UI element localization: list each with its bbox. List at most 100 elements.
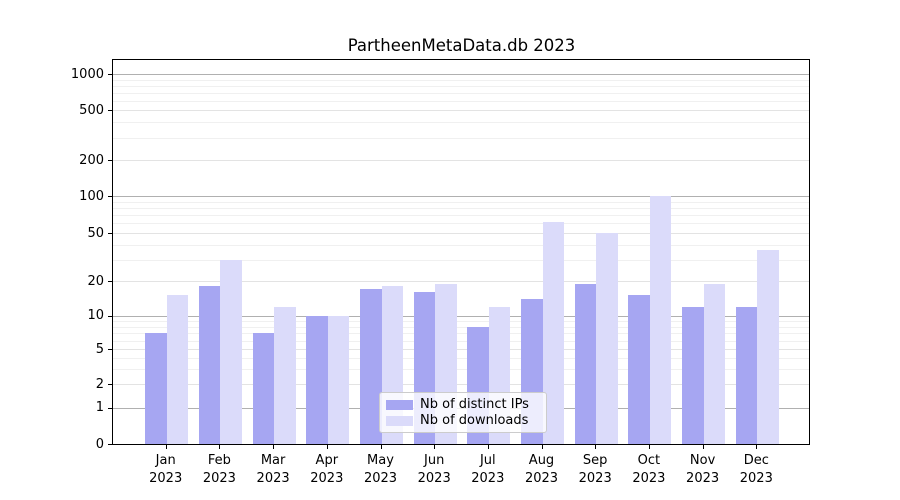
- gridline: [113, 207, 809, 209]
- x-axis-tick-mark: [487, 445, 489, 449]
- x-label-month: Jun: [424, 453, 445, 468]
- x-label-month: Jan: [155, 453, 176, 468]
- legend-label-downloads: Nb of downloads: [420, 413, 529, 428]
- gridline: [113, 326, 809, 328]
- gridline: [113, 79, 809, 81]
- y-axis-tick-label: 500: [79, 102, 104, 118]
- y-axis-tick-mark: [108, 160, 112, 161]
- bar-distinct-ips: [735, 306, 758, 445]
- gridline: [113, 320, 809, 322]
- y-axis-tick-label: 200: [79, 152, 104, 168]
- y-axis-tick-label: 1000: [70, 66, 104, 82]
- bar-downloads: [649, 195, 672, 445]
- x-axis-tick-mark: [326, 445, 328, 449]
- y-axis-tick-mark: [108, 407, 112, 409]
- y-axis-tick-mark: [108, 233, 112, 234]
- bar-distinct-ips: [145, 333, 167, 445]
- legend-swatch-distinct-ips: [386, 399, 413, 410]
- bar-downloads: [166, 295, 189, 445]
- gridline: [113, 74, 809, 75]
- x-label-month: Aug: [528, 453, 555, 468]
- gridline: [113, 259, 809, 261]
- x-axis-tick-label: May 2023: [349, 452, 413, 487]
- x-axis-tick-label: Oct 2023: [617, 452, 681, 487]
- y-axis-tick-label: 1: [95, 400, 104, 416]
- gridline: [113, 233, 809, 234]
- gridline: [113, 215, 809, 216]
- x-axis-tick-label: Apr 2023: [295, 452, 359, 487]
- gridline: [113, 357, 809, 359]
- gridline: [113, 384, 809, 386]
- bar-distinct-ips: [306, 315, 328, 445]
- x-label-year: 2023: [149, 470, 183, 486]
- gridline: [113, 340, 809, 342]
- x-label-year: 2023: [686, 470, 720, 486]
- gridline: [113, 315, 809, 317]
- x-axis-tick-label: Aug 2023: [510, 452, 574, 487]
- gridline: [113, 137, 809, 139]
- y-axis-tick-label: 10: [87, 308, 104, 324]
- x-axis-tick-mark: [648, 445, 650, 449]
- x-label-month: May: [367, 453, 394, 468]
- x-axis-tick-label: Jan 2023: [134, 452, 198, 487]
- x-label-month: Dec: [743, 453, 769, 468]
- bar-distinct-ips: [574, 283, 597, 445]
- y-axis-tick-label: 2: [95, 376, 104, 392]
- chart-title: PartheenMetaData.db 2023: [347, 36, 576, 55]
- y-axis-tick-mark: [108, 110, 112, 111]
- gridline: [113, 281, 809, 282]
- x-label-year: 2023: [471, 470, 505, 486]
- x-axis-tick-mark: [702, 445, 704, 449]
- x-axis-tick-label: Jun 2023: [402, 452, 466, 487]
- x-axis-tick-label: Sep 2023: [563, 452, 627, 487]
- bar-distinct-ips: [198, 286, 221, 445]
- x-label-year: 2023: [632, 470, 666, 486]
- y-axis-tick-mark: [108, 281, 112, 282]
- x-label-month: Jul: [479, 453, 496, 468]
- x-label-year: 2023: [363, 470, 398, 486]
- x-axis-tick-mark: [380, 445, 382, 449]
- x-label-month: Apr: [315, 453, 339, 468]
- gridline: [113, 244, 809, 246]
- bar-distinct-ips: [682, 306, 704, 445]
- gridline: [113, 223, 809, 225]
- x-axis-tick-mark: [219, 445, 221, 449]
- x-label-year: 2023: [202, 470, 236, 486]
- bar-downloads: [703, 283, 726, 445]
- y-axis-tick-label: 100: [79, 188, 104, 204]
- x-label-month: Feb: [207, 453, 231, 468]
- gridline: [113, 100, 809, 102]
- gridline: [113, 110, 809, 111]
- x-label-year: 2023: [739, 470, 773, 486]
- gridline: [113, 201, 809, 203]
- bar-downloads: [542, 221, 564, 445]
- x-label-month: Sep: [582, 453, 608, 468]
- y-axis-tick-label: 20: [87, 273, 104, 289]
- gridline: [113, 92, 809, 94]
- legend-item-distinct-ips: Nb of distinct IPs: [386, 397, 538, 412]
- bar-distinct-ips: [252, 333, 275, 445]
- x-axis-tick-label: Nov 2023: [671, 452, 735, 487]
- x-axis-tick-mark: [595, 445, 597, 449]
- legend-item-downloads: Nb of downloads: [386, 413, 538, 428]
- y-axis-tick-label: 5: [95, 341, 104, 357]
- x-axis-tick-label: Feb 2023: [187, 452, 251, 487]
- y-axis-tick-mark: [108, 444, 112, 446]
- bar-distinct-ips: [628, 295, 650, 445]
- y-axis-tick-label: 50: [87, 225, 104, 241]
- x-label-year: 2023: [417, 470, 451, 486]
- x-axis-tick-mark: [756, 445, 758, 449]
- bar-downloads: [327, 315, 350, 445]
- gridline: [113, 160, 809, 161]
- gridline: [113, 333, 809, 334]
- gridline: [113, 368, 809, 370]
- x-axis-tick-mark: [541, 445, 543, 449]
- y-axis-tick-mark: [108, 349, 112, 351]
- bar-distinct-ips: [360, 289, 382, 445]
- x-axis-tick-mark: [273, 445, 275, 449]
- y-axis-tick-mark: [108, 315, 112, 317]
- x-axis-tick-label: Dec 2023: [724, 452, 788, 487]
- gridline: [113, 85, 809, 87]
- bar-downloads: [220, 259, 242, 445]
- bar-downloads: [274, 306, 296, 445]
